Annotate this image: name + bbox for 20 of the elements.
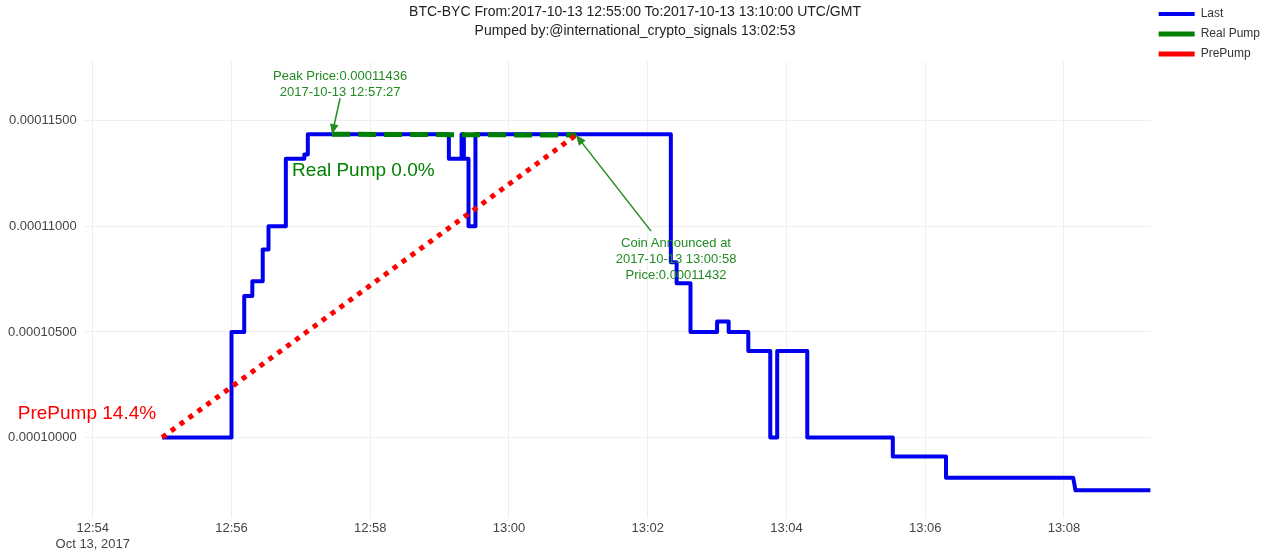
y-tick-label: 0.00011000 [8, 217, 77, 233]
x-tick-label: 13:06 [908, 520, 942, 536]
x-tick-label: 12:54 Oct 13, 2017 [55, 520, 130, 551]
x-tick-label: 13:08 [1047, 520, 1081, 536]
annotation: Peak Price:0.00011436 2017-10-13 12:57:27 [272, 67, 408, 99]
x-tick-label: 13:00 [492, 520, 526, 536]
legend-label: PrePump [1200, 46, 1251, 61]
y-tick-label: 0.00010500 [7, 323, 77, 339]
data-label: Real Pump 0.0% [292, 159, 435, 181]
chart-subtitle: Pumped by:@international_crypto_signals 13:02:53 [474, 22, 796, 39]
x-tick-label: 12:56 [215, 520, 248, 536]
data-label: PrePump 14.4% [17, 401, 157, 423]
legend-label: Real Pump [1200, 26, 1261, 41]
y-tick-label: 0.00011500 [8, 112, 77, 128]
x-tick-label: 12:58 [353, 520, 387, 536]
chart-title: BTC-BYC From:2017-10-13 12:55:00 To:2017-10-13 13:10:00 UTC/GMT [409, 3, 862, 20]
x-tick-label: 13:04 [770, 520, 803, 536]
legend-label: Last [1200, 6, 1224, 21]
x-tick-label: 13:02 [631, 520, 664, 536]
y-tick-label: 0.00010000 [7, 429, 77, 445]
